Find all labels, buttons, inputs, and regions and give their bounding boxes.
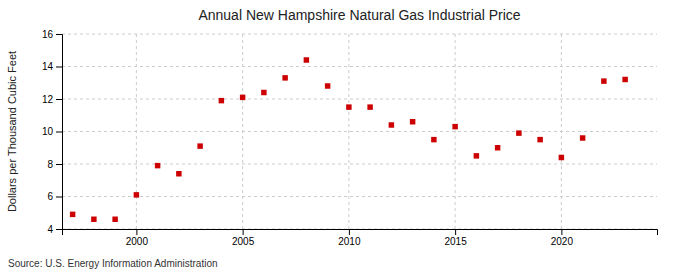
grid-line-x — [561, 34, 562, 229]
point — [261, 90, 266, 95]
axis-line — [56, 35, 63, 230]
point — [197, 143, 202, 148]
tick-mark — [243, 229, 244, 235]
tick: 10 — [42, 126, 62, 137]
tick: 2015 — [445, 229, 468, 247]
point — [559, 155, 564, 160]
source-note: Source: U.S. Energy Information Administ… — [8, 258, 218, 269]
grid-line-y — [62, 196, 657, 197]
point — [176, 171, 181, 176]
grid-line-x — [455, 34, 456, 229]
point — [112, 217, 117, 222]
tick-mark — [56, 34, 62, 35]
point — [240, 95, 245, 100]
tick: 14 — [42, 61, 62, 72]
tick: 4 — [47, 224, 62, 235]
tick-label: 8 — [47, 159, 53, 170]
tick-mark — [56, 67, 62, 68]
point — [389, 122, 394, 127]
tick-mark — [561, 229, 562, 235]
point — [516, 130, 521, 135]
tick: 2020 — [551, 229, 574, 247]
tick-mark — [455, 229, 456, 235]
tick-label: 6 — [47, 191, 53, 202]
point — [219, 98, 224, 103]
grid-line-y — [62, 66, 657, 67]
point — [410, 119, 415, 124]
tick: 12 — [42, 94, 62, 105]
grid-line-y — [62, 164, 657, 165]
tick-label: 14 — [42, 61, 54, 72]
plot-area: 2000 2005 2010 2015 2020 4 6 8 10 12 14 16 — [42, 29, 658, 247]
point — [70, 212, 75, 217]
tick-label: 2015 — [445, 236, 468, 247]
tick-label: 2000 — [126, 236, 149, 247]
point — [134, 192, 139, 197]
tick-label: 16 — [42, 29, 54, 40]
tick-label: 4 — [47, 224, 53, 235]
tick-mark — [56, 99, 62, 100]
grid-line-x — [348, 34, 349, 229]
x-axis: 2000 2005 2010 2015 2020 — [63, 229, 658, 247]
grid — [62, 34, 657, 229]
grid-line-y — [62, 131, 657, 132]
point — [91, 217, 96, 222]
point — [452, 124, 457, 129]
tick-mark — [349, 229, 350, 235]
axis-line — [63, 230, 658, 236]
tick: 6 — [47, 191, 62, 202]
title: Annual New Hampshire Natural Gas Industr… — [198, 7, 520, 23]
tick-label: 2005 — [232, 236, 255, 247]
grid-line-x — [242, 34, 243, 229]
point — [474, 153, 479, 158]
point — [325, 83, 330, 88]
tick: 2000 — [126, 229, 149, 247]
point — [580, 135, 585, 140]
tick-mark — [56, 132, 62, 133]
tick-mark — [56, 164, 62, 165]
tick: 16 — [42, 29, 62, 40]
y-axis: 4 6 8 10 12 14 16 — [42, 29, 63, 235]
y-axis-title: Dollars per Thousand Cubic Feet — [6, 51, 18, 212]
point — [495, 145, 500, 150]
point — [367, 104, 372, 109]
tick-label: 2010 — [338, 236, 361, 247]
point — [304, 57, 309, 62]
tick-mark — [56, 197, 62, 198]
tick: 2005 — [232, 229, 255, 247]
tick: 8 — [47, 159, 62, 170]
grid-line-y — [62, 34, 657, 35]
tick-label: 12 — [42, 94, 54, 105]
point — [537, 137, 542, 142]
chart: 2000 2005 2010 2015 2020 4 6 8 10 12 14 16 Annual Ne… — [0, 0, 675, 275]
point — [431, 137, 436, 142]
tick-label: 10 — [42, 126, 54, 137]
tick-mark — [136, 229, 137, 235]
points — [70, 57, 628, 222]
point — [282, 75, 287, 80]
tick-label: 2020 — [551, 236, 574, 247]
point — [622, 77, 627, 82]
point — [346, 104, 351, 109]
point — [601, 78, 606, 83]
tick-mark — [56, 229, 62, 230]
point — [155, 163, 160, 168]
tick: 2010 — [338, 229, 361, 247]
grid-line-y — [62, 99, 657, 100]
grid-line-x — [136, 34, 137, 229]
